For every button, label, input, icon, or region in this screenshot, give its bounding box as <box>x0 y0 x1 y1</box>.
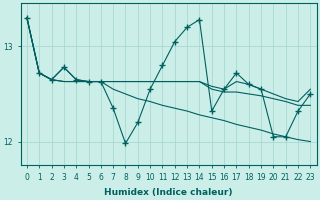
X-axis label: Humidex (Indice chaleur): Humidex (Indice chaleur) <box>104 188 233 197</box>
